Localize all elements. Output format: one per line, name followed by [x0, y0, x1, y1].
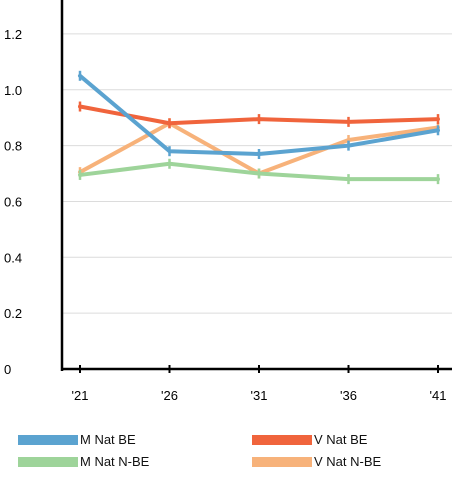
series-m-nat-n-be [78, 158, 440, 185]
y-axis: 0 0.2 0.4 0.6 0.8 1.0 1.2 [4, 0, 64, 377]
legend-item-m-nat-be: M Nat BE [18, 432, 136, 447]
legend: M Nat BE V Nat BE M Nat N-BE V Nat N-BE [18, 432, 438, 478]
legend-item-v-nat-be: V Nat BE [252, 432, 367, 447]
legend-swatch [18, 456, 78, 467]
legend-label: V Nat BE [314, 432, 368, 447]
legend-swatch [18, 434, 78, 445]
x-tick-label: '36 [340, 388, 357, 403]
legend-swatch [252, 434, 312, 445]
series-m-nat-be [78, 70, 440, 159]
x-tick-label: '21 [72, 388, 89, 403]
series-line [78, 121, 440, 176]
legend-label: M Nat BE [80, 432, 136, 447]
legend-swatch [252, 456, 312, 467]
x-axis: '21 '26 '31 '36 '41 [62, 365, 452, 403]
y-tick-label: 0.4 [4, 250, 22, 265]
x-tick-label: '41 [430, 388, 447, 403]
y-tick-label: 0.8 [4, 139, 22, 154]
y-tick-label: 0.2 [4, 306, 22, 321]
legend-item-v-nat-n-be: V Nat N-BE [252, 454, 381, 469]
x-tick-label: '26 [161, 388, 178, 403]
y-tick-label: 1.2 [4, 27, 22, 42]
legend-label: M Nat N-BE [80, 454, 150, 469]
legend-label: V Nat N-BE [314, 454, 382, 469]
x-tick-label: '31 [251, 388, 268, 403]
legend-item-m-nat-n-be: M Nat N-BE [18, 454, 149, 469]
y-tick-label: 0.6 [4, 194, 22, 209]
series-v-nat-be [78, 101, 440, 129]
y-tick-label: 0 [4, 362, 11, 377]
y-tick-label: 1.0 [4, 83, 22, 98]
series-layer [78, 70, 440, 185]
